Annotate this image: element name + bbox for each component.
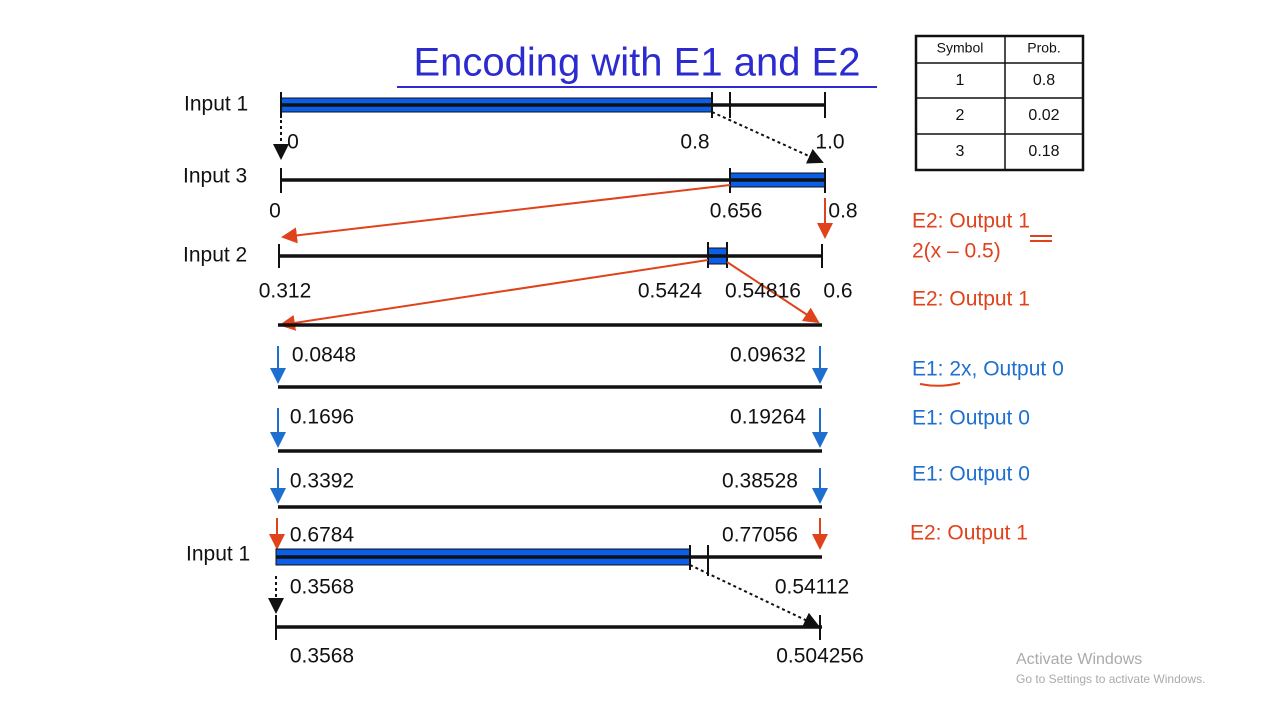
arrow bbox=[711, 111, 824, 164]
note: E1: Output 0 bbox=[912, 463, 1030, 486]
value-label: 0.09632 bbox=[730, 344, 806, 367]
value-label: 0.504256 bbox=[776, 645, 864, 668]
value-label: 0.54112 bbox=[775, 576, 849, 599]
input-label: Input 1 bbox=[184, 93, 248, 116]
value-label: 1.0 bbox=[815, 131, 844, 154]
arrow bbox=[726, 261, 820, 324]
value-label: 0.19264 bbox=[730, 406, 806, 429]
table-cell: 2 bbox=[956, 107, 965, 124]
note: E2: Output 1 bbox=[910, 522, 1028, 545]
table-header: Symbol bbox=[937, 40, 984, 56]
value-label: 0 bbox=[269, 200, 281, 223]
value-label: 0.54816 bbox=[725, 280, 801, 303]
value-label: 0.312 bbox=[259, 280, 312, 303]
value-label: 0.656 bbox=[710, 200, 763, 223]
value-label: 0.0848 bbox=[292, 344, 356, 367]
value-label: 0.8 bbox=[828, 200, 857, 223]
value-label: 0.5424 bbox=[638, 280, 703, 303]
table-cell: 0.8 bbox=[1033, 72, 1055, 89]
table-cell: 0.02 bbox=[1028, 107, 1059, 124]
value-label: 0.8 bbox=[680, 131, 709, 154]
value-label: 0.6 bbox=[823, 280, 852, 303]
value-label: 0.38528 bbox=[722, 470, 798, 493]
note: E2: Output 1 bbox=[912, 210, 1030, 233]
input-label: Input 3 bbox=[183, 165, 247, 188]
input-label: Input 1 bbox=[186, 543, 250, 566]
arrow bbox=[281, 184, 731, 244]
note: E2: Output 1 bbox=[912, 288, 1030, 311]
value-label: 0.3568 bbox=[290, 645, 354, 668]
watermark: Go to Settings to activate Windows. bbox=[1016, 672, 1205, 686]
table-cell: 3 bbox=[956, 143, 965, 160]
annotation-mark bbox=[919, 382, 961, 387]
prob-table: Symbol Prob. 1 0.8 2 0.02 3 0.18 bbox=[914, 34, 1085, 172]
value-label: 0 bbox=[287, 131, 299, 154]
table-cell: 0.18 bbox=[1028, 143, 1059, 160]
table-header: Prob. bbox=[1027, 40, 1060, 56]
table-border bbox=[914, 34, 1085, 172]
note: 2(x – 0.5) bbox=[912, 240, 1001, 263]
value-label: 0.3392 bbox=[290, 470, 354, 493]
title: Encoding with E1 and E2 bbox=[414, 41, 861, 85]
watermark: Activate Windows bbox=[1016, 651, 1142, 668]
value-label: 0.6784 bbox=[290, 524, 355, 547]
value-label: 0.3568 bbox=[290, 576, 354, 599]
note: E1: 2x, Output 0 bbox=[912, 358, 1064, 381]
table-cell: 1 bbox=[956, 72, 965, 89]
input-label: Input 2 bbox=[183, 244, 247, 267]
value-label: 0.1696 bbox=[290, 406, 354, 429]
arrow bbox=[279, 259, 709, 331]
value-label: 0.77056 bbox=[722, 524, 798, 547]
note: E1: Output 0 bbox=[912, 407, 1030, 430]
